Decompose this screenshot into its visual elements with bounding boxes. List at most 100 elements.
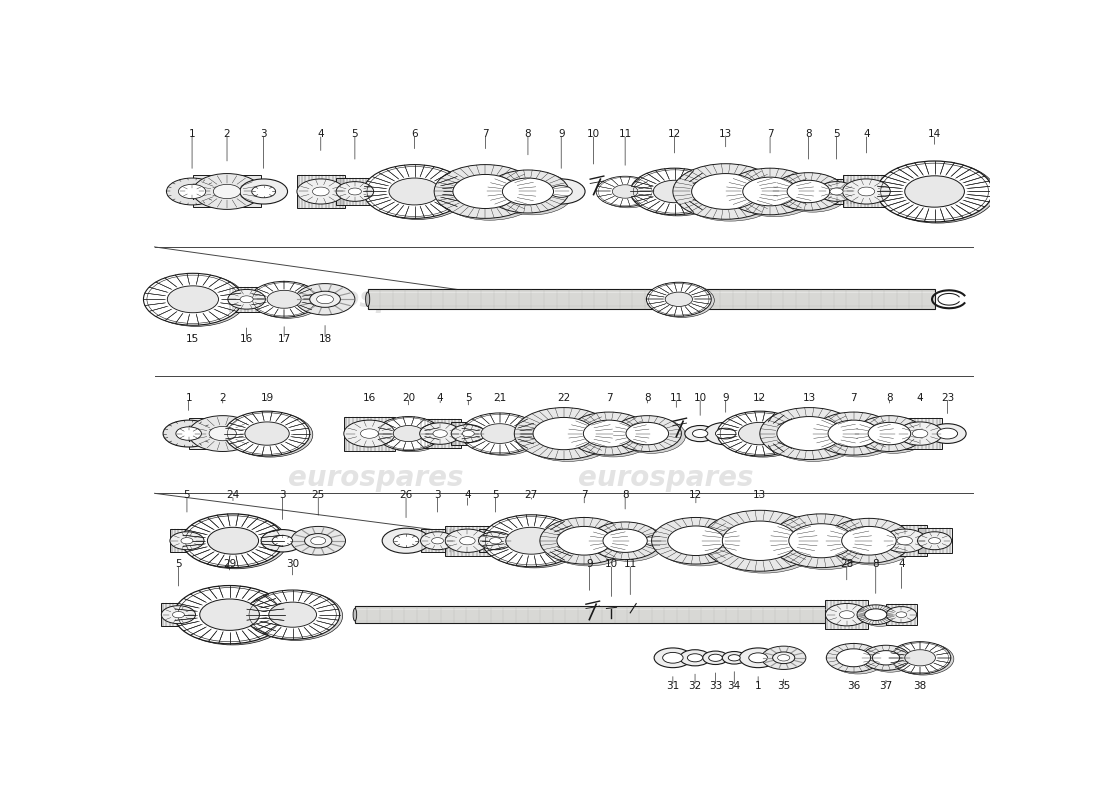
Bar bbox=[189, 418, 257, 449]
Ellipse shape bbox=[376, 417, 441, 450]
Ellipse shape bbox=[662, 653, 683, 663]
Ellipse shape bbox=[249, 591, 342, 641]
Ellipse shape bbox=[788, 180, 829, 202]
Ellipse shape bbox=[515, 407, 613, 459]
Ellipse shape bbox=[228, 412, 312, 457]
Ellipse shape bbox=[178, 184, 206, 198]
Text: 14: 14 bbox=[928, 129, 942, 139]
Text: 27: 27 bbox=[525, 490, 538, 500]
Text: 22: 22 bbox=[557, 393, 571, 403]
Ellipse shape bbox=[382, 528, 430, 554]
Ellipse shape bbox=[772, 652, 795, 664]
Ellipse shape bbox=[720, 412, 805, 457]
Text: 35: 35 bbox=[777, 681, 790, 691]
Ellipse shape bbox=[865, 609, 887, 621]
Ellipse shape bbox=[772, 173, 844, 210]
Text: 21: 21 bbox=[493, 393, 506, 403]
Ellipse shape bbox=[890, 642, 950, 674]
Ellipse shape bbox=[600, 178, 657, 208]
Ellipse shape bbox=[692, 174, 760, 210]
Ellipse shape bbox=[791, 182, 834, 205]
Ellipse shape bbox=[518, 410, 617, 462]
Ellipse shape bbox=[928, 538, 940, 544]
Ellipse shape bbox=[337, 182, 374, 202]
Ellipse shape bbox=[224, 411, 310, 456]
Ellipse shape bbox=[723, 521, 798, 561]
Ellipse shape bbox=[268, 602, 317, 627]
Ellipse shape bbox=[292, 526, 345, 555]
Ellipse shape bbox=[861, 606, 899, 626]
Text: 6: 6 bbox=[411, 129, 418, 139]
Text: 5: 5 bbox=[492, 490, 499, 500]
Ellipse shape bbox=[506, 527, 557, 554]
Text: 5: 5 bbox=[175, 559, 182, 569]
Ellipse shape bbox=[880, 162, 996, 223]
Ellipse shape bbox=[213, 184, 241, 198]
Text: 1: 1 bbox=[185, 393, 192, 403]
Text: 8: 8 bbox=[805, 129, 812, 139]
Ellipse shape bbox=[793, 526, 858, 560]
Bar bbox=[228, 287, 265, 311]
Ellipse shape bbox=[896, 612, 906, 618]
Bar bbox=[898, 418, 943, 449]
Ellipse shape bbox=[886, 606, 916, 622]
Ellipse shape bbox=[723, 651, 746, 664]
Ellipse shape bbox=[458, 176, 522, 210]
Text: 4: 4 bbox=[318, 129, 324, 139]
Ellipse shape bbox=[839, 610, 855, 618]
Ellipse shape bbox=[297, 179, 344, 204]
Ellipse shape bbox=[240, 296, 253, 302]
Ellipse shape bbox=[317, 295, 333, 304]
Ellipse shape bbox=[693, 430, 707, 438]
Text: 7: 7 bbox=[581, 490, 587, 500]
Bar bbox=[367, 290, 935, 309]
Ellipse shape bbox=[143, 274, 242, 326]
Ellipse shape bbox=[877, 161, 992, 222]
Text: 10: 10 bbox=[587, 129, 601, 139]
Text: 24: 24 bbox=[227, 490, 240, 500]
Ellipse shape bbox=[464, 414, 542, 455]
Ellipse shape bbox=[856, 416, 924, 451]
Ellipse shape bbox=[389, 178, 440, 205]
Text: 28: 28 bbox=[840, 559, 854, 569]
Ellipse shape bbox=[649, 283, 714, 318]
Ellipse shape bbox=[169, 532, 204, 550]
Ellipse shape bbox=[310, 537, 326, 545]
Ellipse shape bbox=[572, 414, 654, 457]
Ellipse shape bbox=[685, 426, 715, 442]
Ellipse shape bbox=[173, 611, 185, 618]
Bar bbox=[446, 526, 490, 555]
Text: 15: 15 bbox=[186, 334, 199, 344]
Ellipse shape bbox=[843, 179, 890, 204]
Ellipse shape bbox=[478, 532, 513, 550]
Ellipse shape bbox=[673, 164, 779, 219]
Text: 11: 11 bbox=[618, 129, 631, 139]
Ellipse shape bbox=[146, 274, 245, 326]
Bar bbox=[297, 174, 344, 209]
Bar bbox=[192, 175, 261, 207]
Ellipse shape bbox=[928, 424, 966, 443]
Ellipse shape bbox=[261, 530, 304, 552]
Ellipse shape bbox=[872, 424, 915, 446]
Text: 1: 1 bbox=[189, 129, 196, 139]
Ellipse shape bbox=[537, 179, 585, 204]
Text: 36: 36 bbox=[847, 681, 860, 691]
Bar bbox=[420, 419, 461, 448]
Text: 7: 7 bbox=[606, 393, 613, 403]
Ellipse shape bbox=[728, 654, 740, 661]
Ellipse shape bbox=[544, 519, 632, 566]
Bar bbox=[825, 600, 868, 630]
Ellipse shape bbox=[749, 653, 768, 662]
Ellipse shape bbox=[503, 178, 553, 205]
Ellipse shape bbox=[349, 188, 362, 195]
Ellipse shape bbox=[703, 651, 728, 665]
Ellipse shape bbox=[305, 534, 332, 548]
Ellipse shape bbox=[365, 292, 370, 306]
Ellipse shape bbox=[678, 166, 783, 221]
Ellipse shape bbox=[830, 520, 916, 565]
Ellipse shape bbox=[353, 609, 356, 621]
Ellipse shape bbox=[778, 654, 790, 661]
Ellipse shape bbox=[872, 650, 900, 665]
Ellipse shape bbox=[781, 418, 846, 453]
Ellipse shape bbox=[310, 291, 340, 307]
